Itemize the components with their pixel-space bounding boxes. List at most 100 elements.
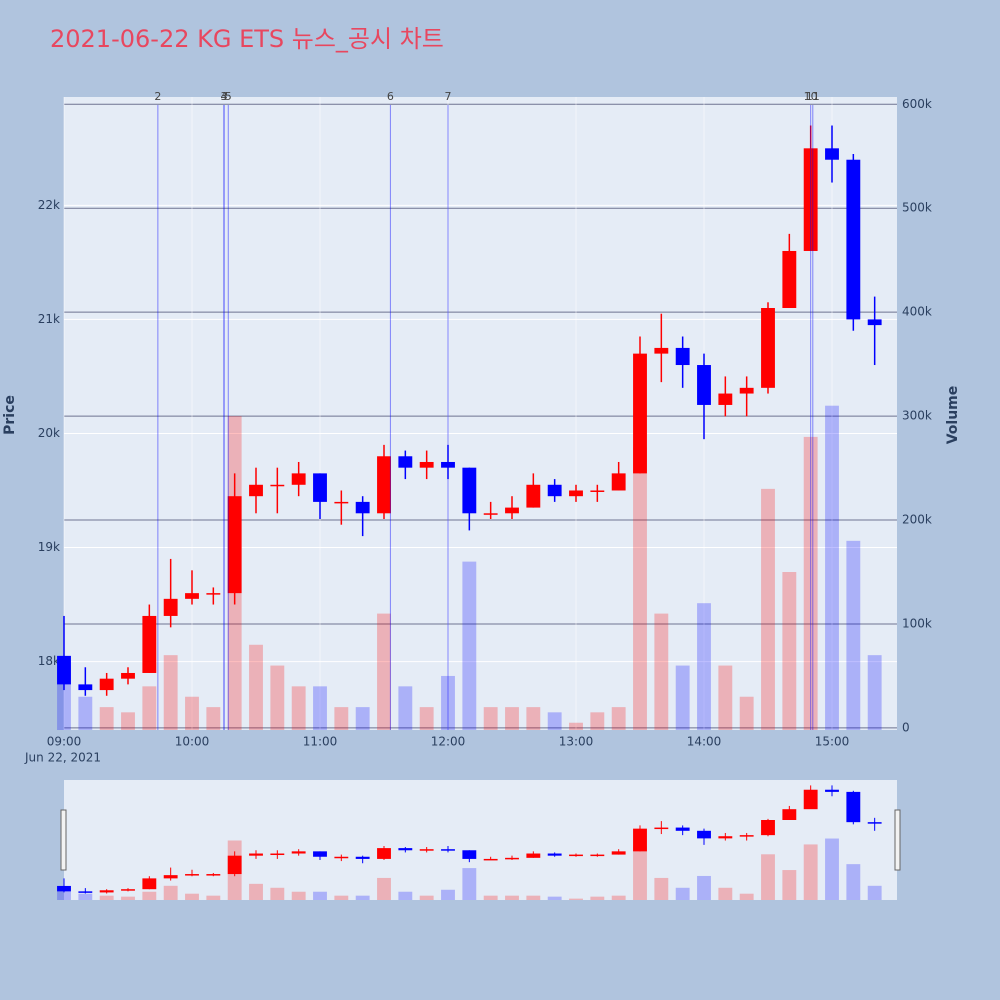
y2-tick-label: 500k bbox=[902, 201, 932, 215]
slider-candle-body bbox=[633, 828, 647, 852]
candle-body bbox=[846, 159, 861, 320]
candle-body bbox=[462, 467, 477, 514]
volume-bar bbox=[441, 675, 455, 730]
slider-candle-body bbox=[121, 889, 135, 891]
slider-candle-body bbox=[334, 856, 349, 859]
y2-tick-label: 600k bbox=[902, 97, 932, 111]
volume-bar bbox=[590, 712, 605, 730]
slider-candle-body bbox=[270, 853, 285, 856]
slider-candle-body bbox=[867, 822, 882, 824]
slider-volume-bar bbox=[675, 887, 690, 900]
volume-bar bbox=[249, 644, 263, 730]
slider-volume-bar bbox=[718, 887, 733, 900]
y2-tick-label: 300k bbox=[902, 409, 932, 423]
slider-candle-body bbox=[846, 791, 861, 823]
slider-candle-body bbox=[206, 874, 221, 876]
volume-bar bbox=[99, 707, 114, 730]
volume-bar bbox=[718, 665, 733, 730]
slider-volume-bar bbox=[270, 887, 285, 900]
slider-volume-bar bbox=[654, 877, 669, 900]
candle-body bbox=[633, 353, 647, 474]
slider-candle-body bbox=[569, 854, 583, 857]
news-label: 5 bbox=[225, 90, 232, 103]
slider-volume-bar bbox=[185, 893, 199, 900]
slider-candle-body bbox=[419, 849, 434, 851]
x-tick-label: 15:00 bbox=[815, 735, 850, 749]
y2-tick-label: 400k bbox=[902, 305, 932, 319]
range-handle[interactable] bbox=[894, 809, 901, 871]
volume-bar bbox=[206, 707, 221, 730]
slider-candle-body bbox=[825, 789, 839, 792]
y-tick-label: 20k bbox=[38, 426, 60, 440]
volume-bar bbox=[825, 405, 839, 730]
volume-bar bbox=[611, 707, 626, 730]
slider-volume-bar bbox=[569, 898, 583, 900]
candle-body bbox=[249, 484, 263, 497]
slider-candle-body bbox=[718, 836, 733, 839]
slider-volume-bar bbox=[206, 895, 221, 900]
volume-bar bbox=[569, 722, 583, 730]
slider-volume-bar bbox=[355, 895, 370, 900]
news-label: 11 bbox=[806, 90, 820, 103]
slider-candle-body bbox=[611, 851, 626, 855]
y2-tick-label: 200k bbox=[902, 513, 932, 527]
candle-body bbox=[569, 490, 583, 497]
candle-body bbox=[99, 678, 114, 691]
slider-volume-bar bbox=[483, 895, 498, 900]
candle-body bbox=[526, 484, 541, 508]
slider-candle-body bbox=[483, 858, 498, 861]
volume-bar bbox=[185, 696, 199, 730]
candle-body bbox=[227, 496, 242, 594]
slider-volume-bar bbox=[142, 891, 157, 900]
volume-bar bbox=[675, 665, 690, 730]
volume-bar bbox=[505, 707, 519, 730]
news-label: 2 bbox=[154, 90, 161, 103]
candle-body bbox=[782, 250, 797, 308]
slider-candle-body bbox=[398, 848, 413, 851]
y-tick-label: 19k bbox=[38, 540, 60, 554]
slider-volume-bar bbox=[249, 883, 263, 900]
slider-candle-body bbox=[675, 827, 690, 831]
slider-candle-body bbox=[697, 830, 711, 839]
volume-bar bbox=[547, 712, 562, 730]
slider-volume-bar bbox=[739, 893, 754, 900]
volume-bar bbox=[377, 613, 391, 730]
slider-volume-bar bbox=[398, 891, 413, 900]
candle-body bbox=[398, 456, 413, 468]
range-slider[interactable] bbox=[64, 780, 897, 900]
x-tick-label: 13:00 bbox=[559, 735, 594, 749]
candle-body bbox=[291, 473, 306, 485]
candle-body bbox=[547, 484, 562, 497]
candle-body bbox=[697, 365, 711, 405]
slider-volume-bar bbox=[419, 895, 434, 900]
candle-body bbox=[355, 501, 370, 514]
slider-candle-body bbox=[313, 851, 327, 857]
candle-body bbox=[377, 456, 391, 514]
candle-body bbox=[121, 672, 135, 679]
y2-axis-title: Volume bbox=[945, 386, 961, 445]
slider-volume-bar bbox=[313, 891, 327, 900]
slider-candle-body bbox=[185, 874, 199, 876]
slider-volume-bar bbox=[526, 895, 541, 900]
slider-candle-body bbox=[355, 856, 370, 859]
candle-body bbox=[313, 473, 327, 502]
news-label: 6 bbox=[387, 90, 394, 103]
slider-candle-body bbox=[654, 827, 669, 830]
slider-volume-bar bbox=[547, 896, 562, 900]
slider-candle-body bbox=[249, 853, 263, 856]
candle-body bbox=[675, 347, 690, 366]
volume-bar bbox=[78, 696, 93, 730]
range-handle[interactable] bbox=[60, 809, 67, 871]
slider-volume-bar bbox=[99, 895, 114, 900]
slider-volume-bar bbox=[633, 846, 647, 900]
x-tick-label: 14:00 bbox=[687, 735, 722, 749]
x-tick-label: 09:00 bbox=[47, 735, 82, 749]
volume-bar bbox=[419, 707, 434, 730]
y-tick-label: 22k bbox=[38, 198, 60, 212]
slider-volume-bar bbox=[761, 854, 775, 900]
slider-volume-bar bbox=[611, 895, 626, 900]
slider-volume-bar bbox=[163, 885, 178, 900]
volume-bar bbox=[803, 436, 818, 730]
slider-candle-body bbox=[291, 851, 306, 854]
volume-bar bbox=[291, 686, 306, 730]
